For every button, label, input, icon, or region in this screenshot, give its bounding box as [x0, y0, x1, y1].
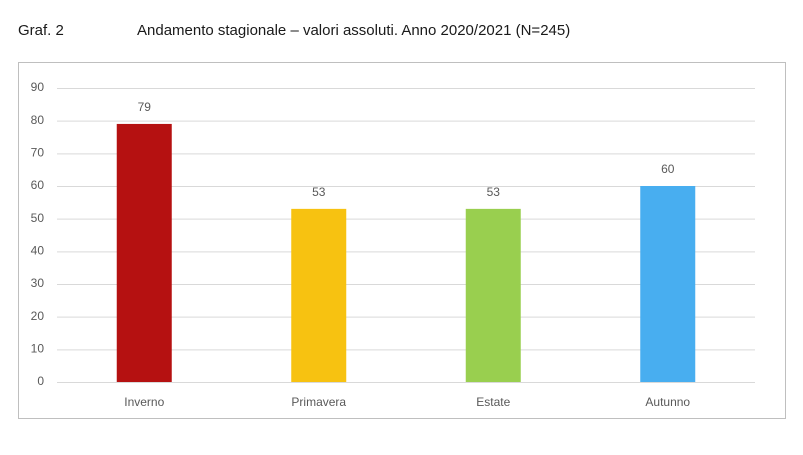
y-tick-label: 50 — [31, 211, 45, 225]
y-tick-label: 60 — [31, 178, 45, 192]
y-tick-label: 0 — [37, 374, 44, 388]
bar — [116, 123, 172, 382]
bar — [291, 208, 347, 382]
x-tick-label: Inverno — [124, 395, 164, 409]
bar — [465, 208, 521, 382]
x-tick-label: Estate — [476, 395, 510, 409]
data-label: 53 — [487, 185, 501, 199]
chart-frame — [18, 62, 786, 419]
x-tick-label: Primavera — [291, 395, 346, 409]
y-tick-label: 80 — [31, 113, 45, 127]
y-tick-label: 30 — [31, 276, 45, 290]
bar — [640, 186, 696, 382]
data-label: 60 — [661, 162, 675, 176]
y-tick-label: 40 — [31, 244, 45, 258]
data-label: 79 — [138, 100, 152, 114]
data-label: 53 — [312, 185, 326, 199]
chart-title: Andamento stagionale – valori assoluti. … — [137, 22, 570, 39]
y-tick-label: 10 — [31, 342, 45, 356]
y-tick-label: 70 — [31, 146, 45, 160]
y-tick-label: 20 — [31, 309, 45, 323]
y-tick-label: 90 — [31, 80, 45, 94]
figure-label: Graf. 2 — [18, 22, 64, 39]
x-tick-label: Autunno — [645, 395, 690, 409]
